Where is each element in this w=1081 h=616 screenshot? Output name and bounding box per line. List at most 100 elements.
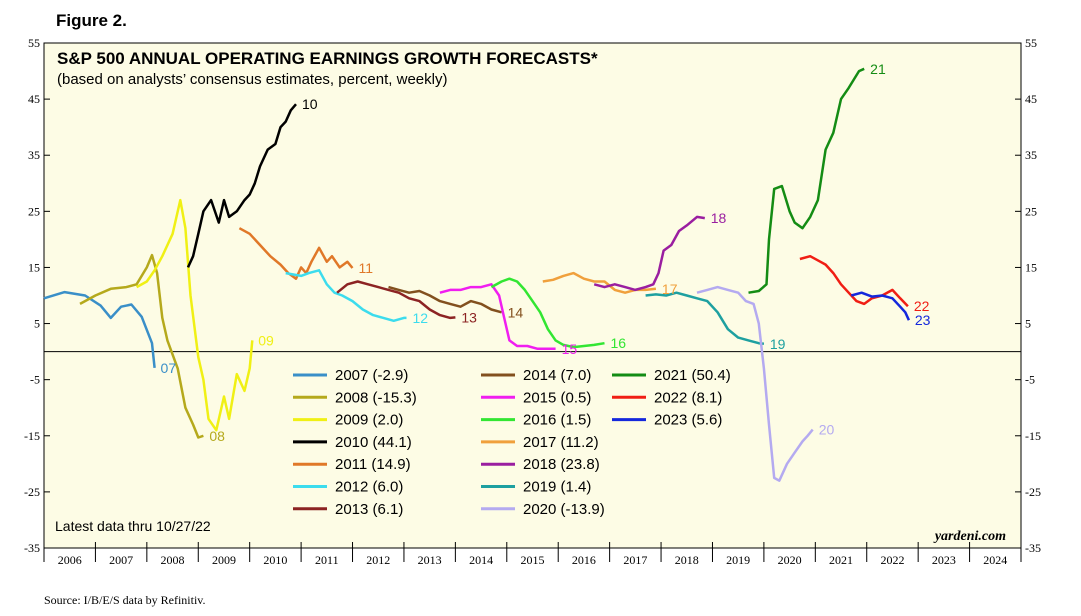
legend-entry-08: 2008 (-15.3): [335, 389, 417, 406]
chart-title: S&P 500 ANNUAL OPERATING EARNINGS GROWTH…: [57, 49, 598, 68]
series-end-label-17: 17: [662, 281, 678, 297]
x-tick-label: 2009: [212, 553, 236, 567]
legend-entry-17: 2017 (11.2): [523, 434, 599, 451]
series-line-12: [285, 269, 407, 323]
series-layer: [43, 67, 911, 482]
x-tick-label: 2011: [315, 553, 339, 567]
series-line-13: [336, 280, 456, 320]
x-tick-label: 2016: [572, 553, 596, 567]
y-tick-label-left: -5: [30, 373, 40, 387]
plot-area: [43, 42, 1022, 549]
y-tick-label-left: -15: [24, 429, 40, 443]
y-tick-label-right: -5: [1025, 373, 1035, 387]
legend-entry-20: 2020 (-13.9): [523, 501, 605, 518]
series-line-18: [593, 215, 705, 292]
y-tick-label-left: 25: [28, 204, 40, 218]
series-end-label-23: 23: [915, 312, 931, 328]
y-tick-label-right: -15: [1025, 429, 1041, 443]
x-tick-label: 2012: [366, 553, 390, 567]
series-end-label-08: 08: [209, 428, 225, 444]
x-tick-label: 2021: [829, 553, 853, 567]
figure-label: Figure 2.: [56, 11, 127, 30]
x-tick-label: 2006: [58, 553, 82, 567]
legend-entry-11: 2011 (14.9): [335, 456, 411, 473]
x-tick-label: 2020: [778, 553, 802, 567]
series-line-15: [439, 283, 556, 351]
legend-entry-22: 2022 (8.1): [654, 389, 722, 406]
series-end-label-18: 18: [711, 210, 727, 226]
y-axis-left: 55 45 35 25 15 5 -5 -15 -25 -35: [24, 36, 50, 555]
legend: 2007 (-2.9) 2008 (-15.3) 2009 (2.0) 2010 (4…: [293, 367, 731, 518]
series-end-label-15: 15: [562, 341, 578, 357]
series-line-07: [43, 290, 156, 369]
legend-entry-23: 2023 (5.6): [654, 412, 722, 429]
x-tick-label: 2007: [109, 553, 133, 567]
series-line-09: [135, 198, 254, 432]
series-line-10: [186, 103, 297, 268]
chart-subtitle: (based on analysts’ consensus estimates,…: [57, 71, 447, 88]
y-tick-label-left: -25: [24, 485, 40, 499]
x-tick-label: 2024: [983, 553, 1007, 567]
series-end-label-13: 13: [461, 309, 477, 325]
legend-entry-07: 2007 (-2.9): [335, 367, 408, 384]
legend-entry-13: 2013 (6.1): [335, 501, 403, 518]
series-end-label-11: 11: [359, 260, 374, 276]
legend-entry-10: 2010 (44.1): [335, 434, 412, 451]
series-end-label-09: 09: [258, 332, 274, 348]
x-tick-label: 2010: [263, 553, 287, 567]
y-tick-label-left: 15: [28, 260, 40, 274]
y-axis-right: 55 45 35 25 15 5 -5 -15 -25 -35: [1015, 36, 1041, 555]
brand-mark: yardeni.com: [933, 529, 1006, 544]
y-tick-label-left: 55: [28, 36, 40, 50]
series-end-label-10: 10: [302, 96, 318, 112]
series-line-21: [748, 67, 865, 294]
y-tick-label-right: 45: [1025, 92, 1037, 106]
legend-entry-14: 2014 (7.0): [523, 367, 591, 384]
latest-data-note: Latest data thru 10/27/22: [55, 518, 211, 534]
series-line-23: [850, 291, 911, 321]
series-end-label-21: 21: [870, 61, 886, 77]
y-tick-label-left: 35: [28, 148, 40, 162]
series-end-label-14: 14: [508, 304, 524, 320]
series-line-20: [696, 285, 814, 482]
legend-entry-21: 2021 (50.4): [654, 367, 731, 384]
y-tick-label-right: 5: [1025, 317, 1031, 331]
legend-entry-12: 2012 (6.0): [335, 479, 403, 496]
x-tick-label: 2018: [675, 553, 699, 567]
y-tick-label-left: -35: [24, 541, 40, 555]
y-tick-label-right: 25: [1025, 204, 1037, 218]
series-line-08: [79, 253, 204, 439]
y-tick-label-right: 35: [1025, 148, 1037, 162]
series-end-label-22: 22: [914, 298, 930, 314]
y-tick-label-right: 15: [1025, 260, 1037, 274]
y-tick-label-left: 45: [28, 92, 40, 106]
y-tick-label-right: -25: [1025, 485, 1041, 499]
x-tick-label: 2023: [932, 553, 956, 567]
series-end-label-12: 12: [413, 310, 429, 326]
series-end-label-19: 19: [770, 336, 786, 352]
x-tick-label: 2008: [161, 553, 185, 567]
series-line-11: [238, 227, 354, 280]
series-line-22: [799, 254, 909, 308]
legend-entry-16: 2016 (1.5): [523, 412, 591, 429]
x-tick-label: 2017: [623, 553, 647, 567]
series-line-14: [388, 285, 502, 314]
x-tick-label: 2013: [418, 553, 442, 567]
legend-entry-19: 2019 (1.4): [523, 479, 591, 496]
legend-entry-18: 2018 (23.8): [523, 456, 600, 473]
legend-entry-09: 2009 (2.0): [335, 412, 403, 429]
series-end-label-07: 07: [161, 360, 177, 376]
x-axis: 2006 2007 2008 2009 2010 2011 2012 2013 2014 2015…: [43, 542, 1022, 567]
source-note: Source: I/B/E/S data by Refinitiv.: [44, 593, 206, 607]
y-tick-label-right: 55: [1025, 36, 1037, 50]
y-tick-label-right: -35: [1025, 541, 1041, 555]
series-end-label-16: 16: [610, 335, 626, 351]
y-tick-label-left: 5: [34, 317, 40, 331]
x-tick-label: 2014: [469, 553, 493, 567]
x-tick-label: 2022: [880, 553, 904, 567]
x-tick-label: 2015: [521, 553, 545, 567]
series-line-16: [490, 277, 605, 349]
series-line-19: [645, 291, 765, 346]
